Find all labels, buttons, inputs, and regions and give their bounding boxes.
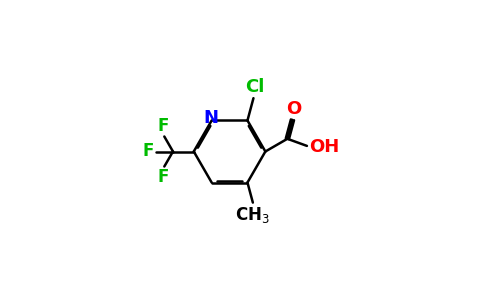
Text: Cl: Cl [245,78,264,96]
Text: O: O [286,100,301,118]
Text: CH$_3$: CH$_3$ [236,205,270,225]
Text: F: F [157,168,169,186]
Text: F: F [157,117,169,135]
Text: F: F [142,142,154,160]
Text: OH: OH [309,138,339,156]
Text: N: N [203,110,218,128]
